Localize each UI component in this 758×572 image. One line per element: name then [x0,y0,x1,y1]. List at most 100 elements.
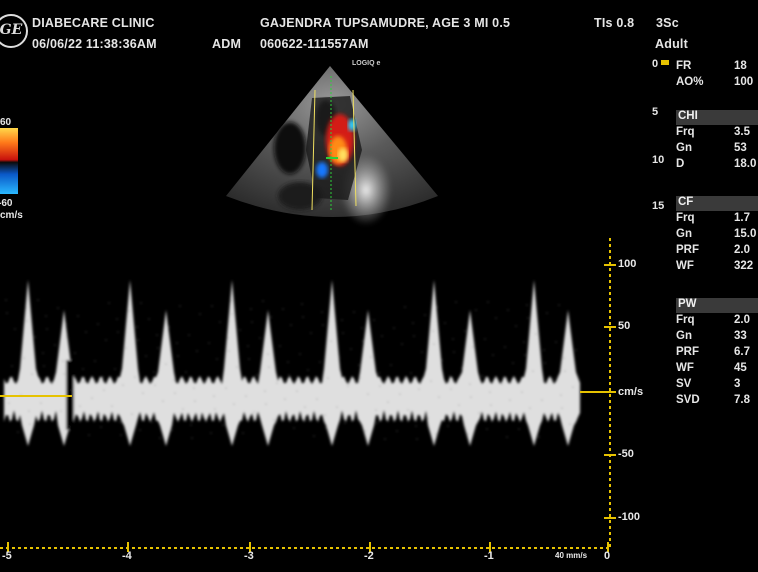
spectrum-speckle [341,319,343,321]
spectrum-speckle [153,371,155,373]
spectrum-speckle [507,309,509,311]
spectrum-speckle [247,345,249,347]
spectrum-speckle [404,306,406,308]
spectrum-speckle [492,354,494,356]
spectrum-speckle [265,403,267,405]
spectrum-speckle [282,308,284,310]
spectrum-speckle [413,335,415,337]
spectrum-speckle [486,428,488,430]
ge-logo-icon: GE [0,14,28,48]
spectrum-speckle [231,313,233,315]
spectrum-speckle [28,410,30,412]
spectrum-speckle [310,332,312,334]
spectrum-speckle [262,300,264,302]
spectrum-speckle [256,374,258,376]
spectrum-speckle [245,395,247,397]
spectrum-speckle [40,402,42,404]
spectrum-speckle [139,429,141,431]
spectrum-speckle [57,307,59,309]
spectrum-speckle [518,428,520,430]
spectrum-speckle [564,370,566,372]
x-tick-label: -4 [122,550,132,562]
spectrum-speckle [80,418,82,420]
y-tick-label: 50 [618,320,631,332]
spectrum-speckle [74,352,76,354]
spectrum-speckle [509,399,511,401]
spectrum-speckle [339,369,341,371]
spectrum-speckle [364,430,366,432]
spectrum-speckle [54,344,56,346]
spectrum-speckle [490,404,492,406]
spectrum-speckle [356,414,358,416]
x-tick-label: -3 [244,550,254,562]
spectrum-speckle [268,366,270,368]
spectrum-speckle [159,437,161,439]
spectrum-speckle [304,406,306,408]
spectrum-speckle [179,305,181,307]
spectrum-speckle [68,426,70,428]
spectrum-speckle [376,422,378,424]
spectrum-speckle [290,324,292,326]
spectrum-speckle [342,332,344,334]
spectrum-speckle [378,372,380,374]
spectrum-speckle [561,407,563,409]
spectrum-speckle [472,346,474,348]
spectrum-speckle [307,369,309,371]
spectrum-speckle [350,348,352,350]
spectrum-speckle [544,362,546,364]
spectrum-speckle [447,425,449,427]
spectrum-speckle [410,372,412,374]
spectrum-speckle [375,409,377,411]
spectrum-speckle [467,433,469,435]
spectrum-speckle [495,317,497,319]
spectrum-speckle [208,342,210,344]
spectrum-speckle [293,427,295,429]
spectrum-speckle [154,384,156,386]
x-tick-label: -1 [484,550,494,562]
spectrum-speckle [299,353,301,355]
spectrum-speckle [31,373,33,375]
clinic-name: DIABECARE CLINIC [32,16,155,30]
spectrum-speckle [436,306,438,308]
spectrum-speckle [469,383,471,385]
spectrum-speckle [546,312,548,314]
spectrum-speckle [173,379,175,381]
spectrum-speckle [8,402,10,404]
spectrum-speckle [185,371,187,373]
spectrum-speckle [128,310,130,312]
spectrum-speckle [174,392,176,394]
spectrum-speckle [199,313,201,315]
spectrum-speckle [444,322,446,324]
spectrum-speckle [353,311,355,313]
depth-mark-15: 15 [652,200,665,212]
spectrum-speckle [65,323,67,325]
spectrum-speckle [114,368,116,370]
tis-index: TIs 0.8 [594,16,635,30]
spectrum-speckle [401,343,403,345]
color-scale-unit: cm/s [0,210,23,221]
spectrum-speckle [396,430,398,432]
spectrum-speckle [48,418,50,420]
spectrum-speckle [305,419,307,421]
spectrum-speckle [321,311,323,313]
spectrum-speckle [441,359,443,361]
x-tick-label: -2 [364,550,374,562]
depth-marker-icon [661,60,669,65]
spectrum-speckle [276,382,278,384]
spectrum-speckle [458,404,460,406]
spectrum-speckle [194,400,196,402]
color-scale-bottom: -60 [0,198,13,209]
spectrum-speckle [117,331,119,333]
spectrum-speckle [111,405,113,407]
spectrum-speckle [453,351,455,353]
spectrum-speckle [94,360,96,362]
param-row: SV 3 [676,378,741,390]
spectrum-speckle [60,410,62,412]
spectrum-speckle [302,316,304,318]
spectrum-speckle [418,388,420,390]
spectrum-speckle [319,361,321,363]
param-row: Frq 2.0 [676,314,750,326]
